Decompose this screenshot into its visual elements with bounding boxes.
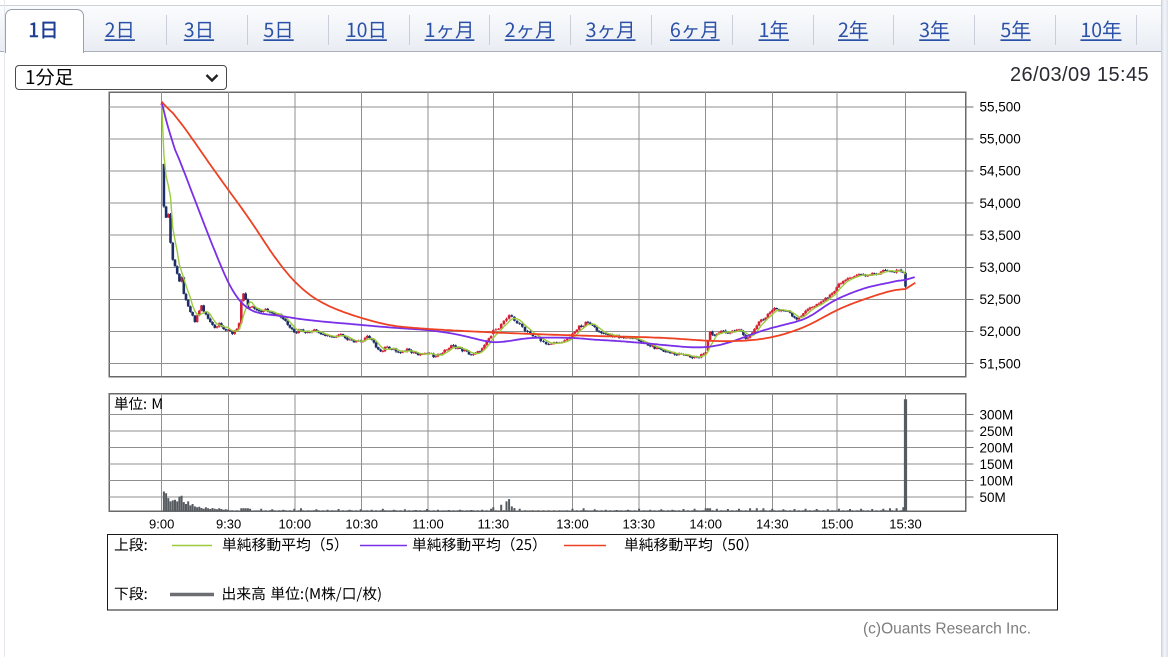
svg-text:53,000: 53,000 [980,260,1021,275]
svg-text:15:30: 15:30 [889,517,922,532]
svg-text:52,500: 52,500 [980,292,1021,307]
svg-text:250M: 250M [980,424,1014,439]
svg-text:10:00: 10:00 [279,517,312,532]
svg-text:51,500: 51,500 [980,356,1021,371]
svg-text:150M: 150M [980,457,1014,472]
svg-text:55,000: 55,000 [980,132,1021,147]
svg-text:11:30: 11:30 [478,517,510,532]
svg-text:100M: 100M [980,473,1014,488]
svg-text:13:00: 13:00 [556,517,589,532]
svg-text:11:00: 11:00 [412,517,444,532]
svg-text:200M: 200M [980,440,1014,455]
svg-text:9:00: 9:00 [149,517,174,532]
svg-text:300M: 300M [980,407,1014,422]
svg-text:(c)Ouants Research Inc.: (c)Ouants Research Inc. [863,621,1031,638]
svg-text:14:30: 14:30 [756,517,789,532]
svg-text:52,000: 52,000 [980,324,1021,339]
svg-text:9:30: 9:30 [216,517,241,532]
svg-text:53,500: 53,500 [980,228,1021,243]
svg-text:10:30: 10:30 [345,517,378,532]
svg-text:55,500: 55,500 [980,100,1021,115]
svg-text:15:00: 15:00 [821,517,854,532]
svg-text:50M: 50M [980,490,1006,505]
svg-text:54,000: 54,000 [980,196,1021,211]
svg-text:13:30: 13:30 [623,517,656,532]
svg-text:14:00: 14:00 [689,517,722,532]
svg-text:54,500: 54,500 [980,164,1021,179]
